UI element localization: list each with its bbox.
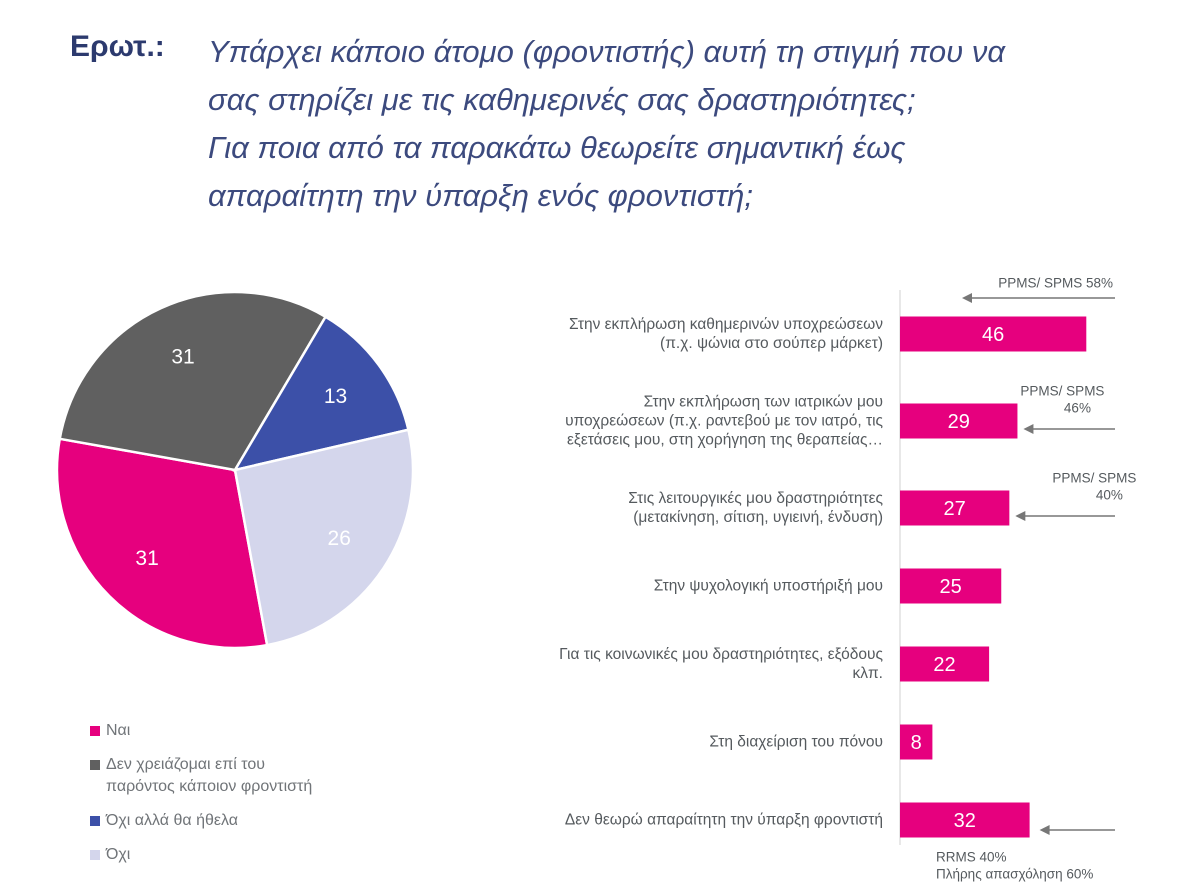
pie-chart: 31 31 13 26 — [55, 290, 415, 650]
bar-category-label: Δεν θεωρώ απαραίτητη την ύπαρξη φροντιστ… — [565, 812, 883, 829]
annotation-text: 40% — [1096, 488, 1123, 503]
question-line: απαραίτητη την ύπαρξη ενός φροντιστή; — [208, 178, 753, 213]
legend-label: Όχι αλλά θα ήθελα — [106, 810, 406, 832]
pie-slice-label: 13 — [324, 385, 347, 408]
legend-label: Δεν χρειάζομαι επί του παρόντος κάποιον … — [106, 754, 406, 798]
pie-slice — [58, 290, 328, 472]
legend-item-no: Όχι — [90, 844, 406, 866]
bar — [900, 403, 1018, 439]
bar-value-label: 27 — [944, 498, 966, 520]
pie-slice — [233, 428, 415, 647]
bar — [900, 646, 990, 682]
bar-category-label: Στη διαχείριση του πόνου — [709, 734, 883, 751]
bar-category-label: Στην εκπλήρωση καθημερινών υποχρεώσεων — [569, 316, 883, 333]
bar-category-label: (π.χ. ψώνια στο σούπερ μάρκετ) — [660, 335, 883, 352]
bar — [900, 316, 1087, 352]
bar — [900, 724, 933, 760]
bar-value-label: 8 — [911, 732, 922, 754]
legend-item-yes: Ναι — [90, 720, 406, 742]
bar-value-label: 22 — [933, 654, 955, 676]
annotation-text: PPMS/ SPMS 58% — [998, 276, 1113, 291]
question-line: Υπάρχει κάποιο άτομο (φροντιστής) αυτή τ… — [208, 34, 1005, 69]
legend-swatch — [90, 760, 100, 770]
legend-label: Ναι — [106, 720, 406, 742]
legend-line: Ναι — [106, 722, 131, 739]
bar-value-label: 29 — [948, 411, 970, 433]
annotation-arrow-head — [1039, 825, 1050, 835]
annotation-text: 46% — [1064, 401, 1091, 416]
bar-category-label: Για τις κοινωνικές μου δραστηριότητες, ε… — [559, 646, 883, 663]
legend-label: Όχι — [106, 844, 406, 866]
bar-value-label: 46 — [982, 324, 1004, 346]
pie-slice — [55, 437, 269, 650]
legend-swatch — [90, 850, 100, 860]
annotation-text: PPMS/ SPMS — [1052, 471, 1136, 486]
pie-slice-label: 31 — [171, 345, 194, 368]
question-line: Για ποια από τα παρακάτω θεωρείτε σημαντ… — [208, 130, 906, 165]
bar-category-label: εξετάσεις μου, στη χορήγηση της θεραπεία… — [567, 432, 883, 449]
legend-item-no-but-wish: Όχι αλλά θα ήθελα — [90, 810, 406, 832]
annotation-text: PPMS/ SPMS — [1020, 384, 1104, 399]
annotation-text: Πλήρης απασχόληση 60% — [936, 867, 1093, 882]
annotation-arrow-head — [1023, 424, 1034, 434]
legend-line: Όχι αλλά θα ήθελα — [106, 812, 239, 829]
legend-line: παρόντος κάποιον φροντιστή — [106, 778, 313, 795]
legend-line: Όχι — [106, 846, 131, 863]
bar — [900, 568, 1002, 604]
pie-slice — [232, 315, 410, 472]
legend-swatch — [90, 816, 100, 826]
bar-category-label: Στις λειτουργικές μου δραστηριότητες — [628, 490, 883, 507]
pie-legend: Ναι Δεν χρειάζομαι επί του παρόντος κάπο… — [90, 720, 406, 878]
question-label: Ερωτ.: — [70, 30, 165, 63]
legend-swatch — [90, 726, 100, 736]
bar — [900, 802, 1030, 838]
annotation-text: RRMS 40% — [936, 850, 1007, 865]
pie-slice-label: 31 — [135, 547, 158, 570]
bar — [900, 490, 1010, 526]
annotation-arrow-head — [962, 293, 972, 303]
bar-value-label: 25 — [940, 576, 962, 598]
pie-slice-label: 26 — [328, 527, 351, 550]
bar-category-label: κλπ. — [852, 665, 883, 682]
bar-value-label: 32 — [954, 810, 976, 832]
bar-category-label: Στην εκπλήρωση των ιατρικών μου — [644, 394, 883, 411]
question-line: σας στηρίζει με τις καθημερινές σας δρασ… — [208, 82, 916, 117]
bar-category-label: (μετακίνηση, σίτιση, υγιεινή, ένδυση) — [633, 509, 883, 526]
bar-category-label: Στην ψυχολογική υποστήριξή μου — [654, 578, 883, 595]
legend-item-no-need: Δεν χρειάζομαι επί του παρόντος κάποιον … — [90, 754, 406, 798]
question-text: Υπάρχει κάποιο άτομο (φροντιστής) αυτή τ… — [208, 28, 1148, 220]
annotation-arrow-head — [1015, 511, 1026, 521]
legend-line: Δεν χρειάζομαι επί του — [106, 756, 265, 773]
bar-category-label: υποχρεώσεων (π.χ. ραντεβού με τον ιατρό,… — [565, 413, 883, 430]
